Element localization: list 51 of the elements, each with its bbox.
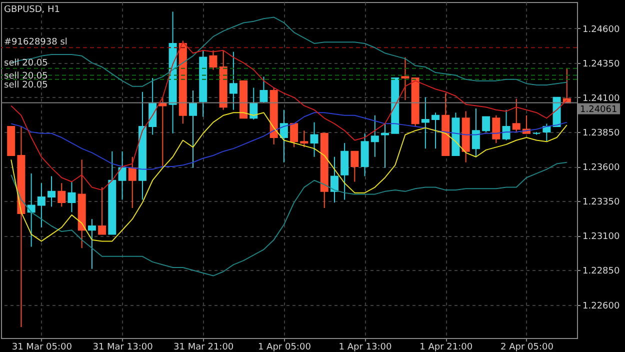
candlestick [229,51,238,110]
candlestick [350,150,359,182]
ref-line-label: 1.24061 [580,104,618,115]
y-tick-label: 1.23350 [582,198,620,208]
candlestick [340,142,349,200]
candlestick [88,218,96,270]
x-tick-label: 1 Apr 05:00 [258,342,312,352]
x-tick-label: 31 Mar 05:00 [12,342,72,352]
candlestick [370,114,379,158]
candlestick [128,156,136,209]
y-tick-label: 1.22600 [582,301,620,312]
candlestick [209,50,218,70]
y-tick-label: 1.23850 [582,128,620,138]
candlestick [280,109,288,163]
candlestick [290,123,298,148]
line-series [10,162,568,276]
y-tick-label: 1.24100 [582,94,620,104]
x-tick-label: 31 Mar 13:00 [92,342,154,352]
ref-line-label: #91628938 sl [4,38,68,48]
candlestick [472,108,480,158]
candlestick [37,182,46,228]
y-tick-label: 1.22850 [582,266,620,277]
x-tick-label: 2 Apr 05:00 [500,342,554,352]
candlestick [48,176,56,208]
ref-line-label: sell 20.05 [4,80,48,90]
candlestick [401,56,410,101]
candlestick [300,130,308,148]
candlestick [58,182,66,208]
candlestick [421,96,430,150]
x-tick-label: 1 Apr 21:00 [420,342,473,352]
candlestick [310,122,318,158]
y-tick-label: 1.23600 [582,163,620,174]
candlestick [189,90,197,168]
candlestick [330,156,338,203]
candlestick [482,116,490,132]
candlestick [68,181,76,213]
ref-line-label: sell 20.05 [4,58,48,68]
candlestick [492,114,500,144]
candlestick [118,150,126,200]
chart-title: GBPUSD, H1 [4,5,60,15]
y-tick-label: 1.23100 [582,232,620,242]
candlestick [98,186,106,235]
x-tick-label: 31 Mar 21:00 [174,342,234,352]
x-tick-label: 1 Apr 13:00 [338,342,392,352]
candlestick [502,109,510,141]
candlestick [512,98,520,132]
ref-line-label: sell 20.05 [4,71,48,82]
candlestick [260,76,268,104]
candlestick [432,112,440,150]
y-tick-label: 1.24600 [582,24,620,35]
y-tick-label: 1.24350 [582,59,620,70]
